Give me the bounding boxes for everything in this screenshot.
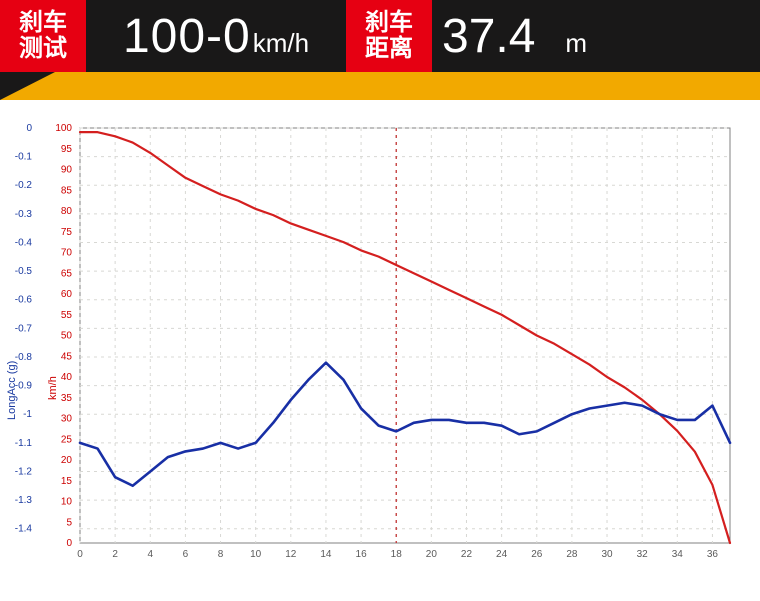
svg-text:6: 6 bbox=[183, 549, 189, 560]
svg-text:22: 22 bbox=[461, 549, 473, 560]
diagonal-accent bbox=[0, 72, 55, 100]
y-left-axis-label: LongAcc (g) bbox=[6, 361, 18, 420]
svg-text:0: 0 bbox=[66, 538, 72, 549]
svg-text:24: 24 bbox=[496, 549, 508, 560]
svg-text:-0.7: -0.7 bbox=[15, 323, 33, 334]
test-label-box: 刹车 测试 bbox=[0, 0, 86, 72]
svg-text:15: 15 bbox=[61, 476, 73, 487]
svg-text:100: 100 bbox=[55, 123, 72, 134]
distance-unit: m bbox=[565, 28, 587, 59]
svg-text:-1.3: -1.3 bbox=[15, 495, 33, 506]
speed-segment: 100-0 km/h bbox=[86, 9, 346, 64]
distance-label-box: 刹车 距离 bbox=[346, 0, 432, 72]
svg-text:90: 90 bbox=[61, 165, 73, 176]
dist-label-line2: 距离 bbox=[365, 36, 413, 62]
y-right-axis-label: km/h bbox=[47, 376, 59, 400]
svg-text:30: 30 bbox=[61, 414, 73, 425]
svg-text:32: 32 bbox=[637, 549, 649, 560]
svg-text:60: 60 bbox=[61, 289, 73, 300]
svg-text:40: 40 bbox=[61, 372, 73, 383]
svg-text:45: 45 bbox=[61, 351, 73, 362]
svg-text:14: 14 bbox=[320, 549, 332, 560]
test-label-line2: 测试 bbox=[19, 36, 67, 62]
svg-text:75: 75 bbox=[61, 227, 73, 238]
svg-text:36: 36 bbox=[707, 549, 719, 560]
svg-text:-1: -1 bbox=[23, 409, 32, 420]
svg-text:-1.2: -1.2 bbox=[15, 466, 33, 477]
svg-text:0: 0 bbox=[77, 549, 83, 560]
chart-container: LongAcc (g) km/h 0 -0.1 -0.2 -0.3 -0.4 -0.5 -0… bbox=[0, 120, 760, 590]
svg-text:-1.1: -1.1 bbox=[15, 438, 33, 449]
svg-text:-1.4: -1.4 bbox=[15, 524, 33, 535]
svg-text:-0.3: -0.3 bbox=[15, 209, 33, 220]
svg-text:80: 80 bbox=[61, 206, 73, 217]
svg-text:8: 8 bbox=[218, 549, 224, 560]
svg-text:26: 26 bbox=[531, 549, 543, 560]
svg-text:70: 70 bbox=[61, 248, 73, 259]
dist-label-line1: 刹车 bbox=[365, 10, 413, 36]
svg-text:16: 16 bbox=[356, 549, 368, 560]
svg-text:-0.6: -0.6 bbox=[15, 295, 33, 306]
banner: 刹车 测试 100-0 km/h 刹车 距离 37.4 m bbox=[0, 0, 760, 100]
svg-text:10: 10 bbox=[61, 497, 73, 508]
svg-text:2: 2 bbox=[112, 549, 118, 560]
svg-text:25: 25 bbox=[61, 434, 73, 445]
test-label-line1: 刹车 bbox=[19, 10, 67, 36]
svg-text:50: 50 bbox=[61, 331, 73, 342]
speed-unit: km/h bbox=[253, 28, 309, 59]
svg-text:4: 4 bbox=[147, 549, 153, 560]
speed-value: 100-0 bbox=[123, 9, 251, 64]
svg-text:20: 20 bbox=[61, 455, 73, 466]
svg-text:5: 5 bbox=[66, 517, 72, 528]
svg-text:18: 18 bbox=[391, 549, 403, 560]
braking-chart: 0-0.1-0.2-0.3-0.4-0.5-0.6-0.7-0.8-0.9-1-… bbox=[0, 120, 740, 580]
svg-text:-0.5: -0.5 bbox=[15, 266, 33, 277]
banner-dark: 刹车 测试 100-0 km/h 刹车 距离 37.4 m bbox=[0, 0, 760, 72]
svg-text:12: 12 bbox=[285, 549, 297, 560]
svg-text:-0.1: -0.1 bbox=[15, 152, 33, 163]
svg-text:55: 55 bbox=[61, 310, 73, 321]
svg-text:34: 34 bbox=[672, 549, 684, 560]
svg-text:35: 35 bbox=[61, 393, 73, 404]
svg-text:20: 20 bbox=[426, 549, 438, 560]
svg-text:85: 85 bbox=[61, 185, 73, 196]
svg-text:10: 10 bbox=[250, 549, 262, 560]
svg-text:95: 95 bbox=[61, 144, 73, 155]
svg-text:0: 0 bbox=[26, 123, 32, 134]
svg-text:28: 28 bbox=[566, 549, 578, 560]
distance-segment: 37.4 m bbox=[432, 9, 632, 64]
distance-value: 37.4 bbox=[442, 9, 535, 64]
svg-text:30: 30 bbox=[601, 549, 613, 560]
svg-text:-0.2: -0.2 bbox=[15, 180, 33, 191]
svg-text:65: 65 bbox=[61, 268, 73, 279]
svg-text:-0.4: -0.4 bbox=[15, 237, 33, 248]
